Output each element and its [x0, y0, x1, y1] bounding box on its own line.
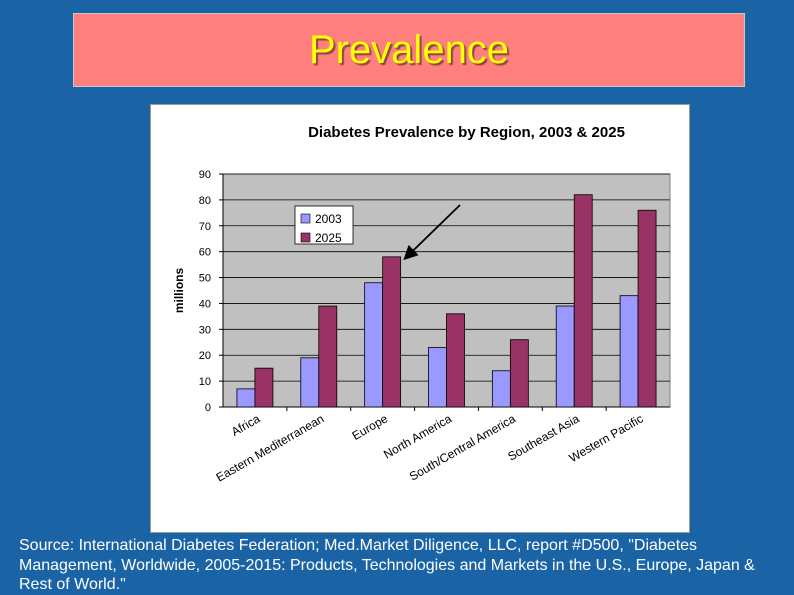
y-tick-label: 90: [199, 169, 211, 181]
legend-entry: 2003: [315, 212, 342, 226]
y-tick-label: 80: [199, 195, 211, 207]
y-tick-label: 40: [199, 298, 211, 310]
bar-2003-europe: [364, 282, 384, 408]
legend-swatch: [300, 213, 311, 224]
bar-2025-eastern-mediterranean: [318, 305, 338, 408]
y-tick-label: 30: [199, 324, 211, 336]
x-tick-label: South/Central America: [407, 411, 518, 483]
bar-2025-africa: [254, 367, 274, 408]
legend-entry: 2025: [315, 231, 342, 245]
bar-2003-south-central-america: [491, 370, 511, 408]
chart-frame: Diabetes Prevalence by Region, 2003 & 20…: [150, 104, 690, 533]
bar-2003-africa: [236, 388, 256, 408]
bar-2003-north-america: [428, 347, 447, 408]
bar-2025-north-america: [446, 313, 465, 408]
y-tick-label: 60: [199, 247, 211, 259]
y-tick-label: 50: [199, 273, 211, 285]
bar-2025-south-central-america: [509, 339, 529, 408]
x-tick-label: Africa: [229, 411, 263, 439]
y-axis-label: millions: [172, 268, 186, 314]
bar-2003-eastern-mediterranean: [300, 357, 320, 408]
annotation-arrow: [403, 204, 461, 261]
bar-chart: Diabetes Prevalence by Region, 2003 & 20…: [172, 124, 671, 485]
y-tick-label: 0: [205, 402, 211, 414]
bar-2025-europe: [382, 256, 402, 408]
bar-2003-southeast-asia: [555, 305, 575, 408]
bar-2025-western-pacific: [637, 209, 657, 408]
slide-title-box: Prevalence: [73, 13, 745, 87]
source-citation: Source: International Diabetes Federatio…: [19, 537, 755, 593]
legend-swatch: [300, 232, 311, 243]
bar-2003-western-pacific: [619, 295, 639, 408]
y-tick-label: 20: [199, 350, 211, 362]
x-tick-label: Eastern Mediterranean: [214, 411, 327, 484]
chart-title: Diabetes Prevalence by Region, 2003 & 20…: [308, 124, 625, 141]
y-tick-label: 70: [199, 221, 211, 233]
x-tick-label: Europe: [350, 411, 391, 443]
bar-2025-southeast-asia: [573, 194, 593, 408]
y-tick-label: 10: [199, 376, 211, 388]
slide-title: Prevalence: [308, 27, 510, 72]
